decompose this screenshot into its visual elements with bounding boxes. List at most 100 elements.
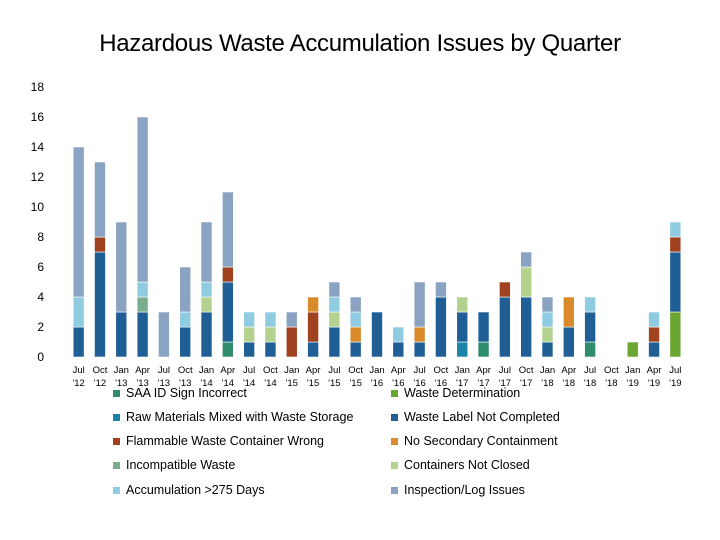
legend-item: Accumulation >275 Days xyxy=(113,483,265,497)
legend-label: No Secondary Containment xyxy=(404,434,558,448)
bar-segment xyxy=(200,281,213,298)
bar-segment xyxy=(115,221,128,313)
y-tick-label: 14 xyxy=(31,140,45,154)
x-tick-label-month: Jan xyxy=(284,365,299,376)
bar-segment xyxy=(392,326,405,343)
bar-segment xyxy=(179,326,192,358)
bar-segment xyxy=(222,281,234,343)
x-tick-label-month: Oct xyxy=(434,365,449,376)
bar-segment xyxy=(136,281,149,298)
x-tick-label-month: Apr xyxy=(306,365,321,376)
bar-segment xyxy=(200,221,213,283)
x-tick-label-year: '17 xyxy=(520,378,532,389)
bar-segment xyxy=(328,296,341,313)
bar-segment xyxy=(200,311,213,358)
x-tick-label-year: '14 xyxy=(200,378,212,389)
x-tick-label-year: '17 xyxy=(456,378,468,389)
y-tick-label: 6 xyxy=(37,260,44,274)
legend-item: Waste Label Not Completed xyxy=(391,410,560,424)
bar-segment xyxy=(222,266,234,283)
legend-swatch xyxy=(391,413,398,421)
x-tick-label-month: Oct xyxy=(519,365,534,376)
legend-item: Waste Determination xyxy=(391,386,520,400)
bar-segment xyxy=(94,251,106,358)
x-tick-label-month: Jul xyxy=(158,365,170,376)
x-tick-label-year: '16 xyxy=(371,378,383,389)
legend-swatch xyxy=(113,389,120,397)
bar-segment xyxy=(456,311,469,343)
legend-label: SAA ID Sign Incorrect xyxy=(126,386,247,400)
bar-segment xyxy=(222,191,234,268)
bar-segment xyxy=(328,311,341,328)
x-tick-label-year: '15 xyxy=(307,378,319,389)
legend-label: Containers Not Closed xyxy=(404,458,530,472)
bar-segment xyxy=(562,296,575,328)
legend-label: Inspection/Log Issues xyxy=(404,483,525,497)
x-tick-label-month: Apr xyxy=(391,365,406,376)
legend-label: Incompatible Waste xyxy=(126,458,236,472)
legend-swatch xyxy=(391,486,398,494)
bar-segment xyxy=(477,311,490,343)
bar-segment xyxy=(669,221,682,238)
bar-segment xyxy=(413,341,426,358)
x-tick-label-month: Oct xyxy=(178,365,193,376)
x-tick-label-month: Jan xyxy=(114,365,129,376)
bar-segment xyxy=(94,236,106,253)
bar-segment xyxy=(136,296,149,313)
x-tick-label-year: '17 xyxy=(477,378,489,389)
x-tick-label-month: Oct xyxy=(263,365,278,376)
bar-segment xyxy=(520,251,532,268)
x-tick-label-year: '19 xyxy=(669,378,681,389)
x-tick-label-year: '16 xyxy=(413,378,425,389)
bar-segment xyxy=(413,326,426,343)
bar-segment xyxy=(200,296,213,313)
y-tick-label: 12 xyxy=(31,170,45,184)
x-tick-label-year: '13 xyxy=(136,378,148,389)
bar-segment xyxy=(328,281,341,298)
bar-segment xyxy=(477,341,490,358)
bar-segment xyxy=(584,341,596,358)
y-tick-label: 16 xyxy=(31,110,45,124)
legend-label: Flammable Waste Container Wrong xyxy=(126,434,324,448)
x-tick-label-month: Jan xyxy=(199,365,214,376)
bar-segment xyxy=(307,296,319,313)
bar-segment xyxy=(435,296,447,358)
x-tick-label-year: '16 xyxy=(435,378,447,389)
bar-segment xyxy=(179,311,192,328)
y-tick-label: 0 xyxy=(37,350,44,364)
x-tick-label-month: Jul xyxy=(414,365,426,376)
x-tick-label-year: '12 xyxy=(94,378,106,389)
bar-segment xyxy=(349,296,362,313)
x-tick-label-year: '19 xyxy=(627,378,639,389)
bar-segment xyxy=(520,266,532,298)
legend-swatch xyxy=(113,461,120,469)
x-tick-label-year: '13 xyxy=(115,378,127,389)
bar-segment xyxy=(584,311,596,343)
x-tick-label-month: Jan xyxy=(625,365,640,376)
bar-segment xyxy=(669,311,682,358)
x-tick-label-month: Apr xyxy=(135,365,150,376)
x-tick-label-month: Jul xyxy=(328,365,340,376)
legend-item: Inspection/Log Issues xyxy=(391,483,525,497)
bar-segment xyxy=(669,251,682,313)
bar-segment xyxy=(136,311,149,358)
bar-segment xyxy=(584,296,596,313)
x-tick-label-month: Jul xyxy=(73,365,85,376)
bar-segment xyxy=(669,236,682,253)
x-tick-label-month: Jul xyxy=(499,365,511,376)
bar-segment xyxy=(136,116,149,283)
bar-segment xyxy=(520,296,532,358)
bar-segment xyxy=(413,281,426,328)
bar-segment xyxy=(626,341,639,358)
legend-label: Waste Determination xyxy=(404,386,521,400)
bar-segment xyxy=(72,146,85,298)
bar-segment xyxy=(562,326,575,358)
bar-segment xyxy=(648,311,660,328)
legend-swatch xyxy=(113,486,120,494)
y-tick-label: 18 xyxy=(31,80,45,94)
x-tick-label-month: Apr xyxy=(561,365,576,376)
legend-swatch xyxy=(391,437,398,445)
bar-segment xyxy=(541,341,554,358)
bar-segment xyxy=(541,311,554,328)
bar-segment xyxy=(264,311,277,328)
